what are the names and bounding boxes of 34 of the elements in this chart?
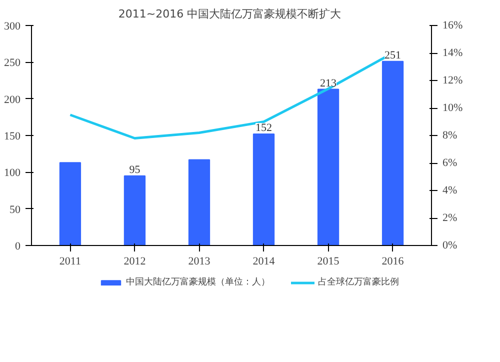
bar (252, 134, 275, 246)
legend-label: 中国大陆亿万富豪规模（单位：人） (126, 276, 270, 288)
x-tick-label: 2011 (59, 256, 82, 268)
legend-label: 占全球亿万富豪比例 (318, 276, 399, 288)
y2-tick-label: 4% (442, 184, 458, 196)
y2-tick-label: 2% (442, 212, 458, 224)
bar (59, 162, 82, 246)
data-label: 213 (320, 77, 338, 90)
y-tick-label: 200 (4, 94, 21, 106)
y-tick-label: 300 (4, 20, 21, 32)
bar (382, 60, 404, 246)
x-tick-label: 2016 (382, 256, 404, 268)
y2-tick-label: 12% (442, 74, 463, 86)
chart-title: 2011~2016 中国大陆亿万富豪规模不断扩大 (118, 8, 342, 20)
y-tick-label: 100 (4, 167, 21, 180)
bar (317, 88, 340, 246)
y2-tick-label: 8% (442, 130, 458, 142)
data-label: 95 (129, 164, 141, 176)
y-tick-label: 50 (10, 204, 21, 216)
y2-tick-label: 10% (442, 102, 463, 114)
y2-tick-label: 6% (442, 157, 458, 169)
x-tick-label: 2015 (317, 256, 340, 268)
x-tick-label: 2012 (124, 256, 146, 268)
y-tick-label: 150 (4, 130, 21, 142)
y-tick-label: 0 (15, 240, 21, 252)
data-label: 152 (256, 122, 272, 134)
y-tick-label: 250 (4, 57, 21, 70)
bar (124, 175, 146, 246)
y2-tick-label: 16% (442, 20, 463, 32)
bar (188, 159, 210, 246)
x-tick-label: 2013 (188, 256, 211, 268)
x-tick-label: 2014 (252, 256, 276, 268)
y2-tick-label: 14% (442, 47, 463, 59)
y2-tick-label: 0% (442, 240, 458, 252)
